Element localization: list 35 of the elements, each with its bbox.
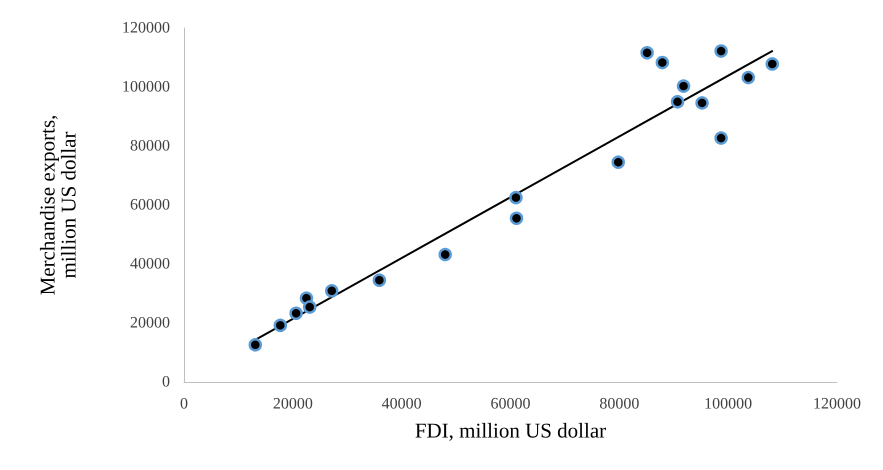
point — [766, 57, 779, 71]
point — [612, 155, 625, 169]
point — [274, 318, 288, 332]
x-tick-label: 60000 — [490, 396, 530, 412]
point — [438, 248, 452, 262]
point — [372, 273, 386, 287]
y-axis-title: Merchandise exports, million US dollar — [36, 114, 80, 296]
point — [676, 79, 690, 93]
y-tick-label: 40000 — [130, 256, 170, 272]
y-tick-label: 80000 — [130, 138, 170, 154]
x-tick-label: 0 — [180, 396, 188, 412]
point — [289, 306, 303, 320]
point — [670, 95, 684, 108]
x-tick-label: 80000 — [599, 396, 640, 412]
point — [510, 212, 524, 226]
y-tick-label: 20000 — [130, 314, 170, 332]
point — [695, 96, 709, 110]
point — [509, 190, 523, 204]
x-tick-label: 100000 — [704, 396, 752, 412]
point — [640, 46, 654, 60]
point — [742, 70, 756, 84]
y-tick-label: 100000 — [122, 78, 170, 96]
x-tick-label: 120000 — [813, 396, 861, 412]
point — [302, 300, 316, 314]
point — [325, 284, 338, 298]
y-tick-label: 120000 — [122, 20, 170, 36]
point — [248, 338, 262, 352]
y-tick-label: 60000 — [130, 196, 170, 214]
y-tick-label: 0 — [162, 374, 170, 390]
x-tick-label: 20000 — [272, 396, 313, 412]
x-axis-title: FDI, million US dollar — [414, 418, 606, 442]
point — [656, 56, 670, 70]
point — [714, 131, 728, 145]
point — [714, 44, 728, 58]
x-tick-label: 40000 — [382, 396, 422, 412]
